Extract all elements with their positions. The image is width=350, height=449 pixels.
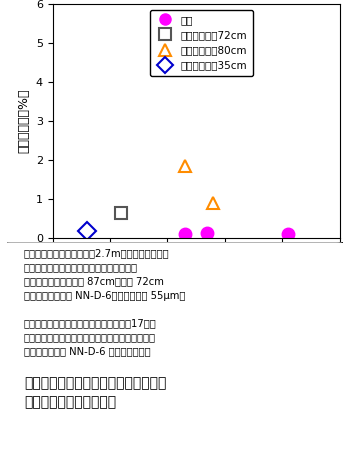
Y-axis label: ドリフト率（%）: ドリフト率（%） [17, 89, 30, 154]
Text: 散布境界から３ｍ（茶園は2.7m）離れた地点の値
供試機：乗用防除機（ブームスプレーヤ）
茶園散布条件：噴霧高 87cm、樹高 72cm
散布ノズル：Ｙ社 NN: 散布境界から３ｍ（茶園は2.7m）離れた地点の値 供試機：乗用防除機（ブームスプ… [24, 249, 185, 357]
Legend: 茶園, 裸地　噴霧高72cm, 裸地　噴霧高80cm, 裸地　噴霧高35cm: 茶園, 裸地 噴霧高72cm, 裸地 噴霧高80cm, 裸地 噴霧高35cm [149, 10, 253, 76]
FancyBboxPatch shape [0, 241, 346, 366]
Text: 図４　茶園散布と裸地散布におけるド
　　　　リフト率の比較: 図４ 茶園散布と裸地散布におけるド リフト率の比較 [24, 376, 166, 409]
X-axis label: 平均風速（m/s）: 平均風速（m/s） [162, 263, 230, 276]
